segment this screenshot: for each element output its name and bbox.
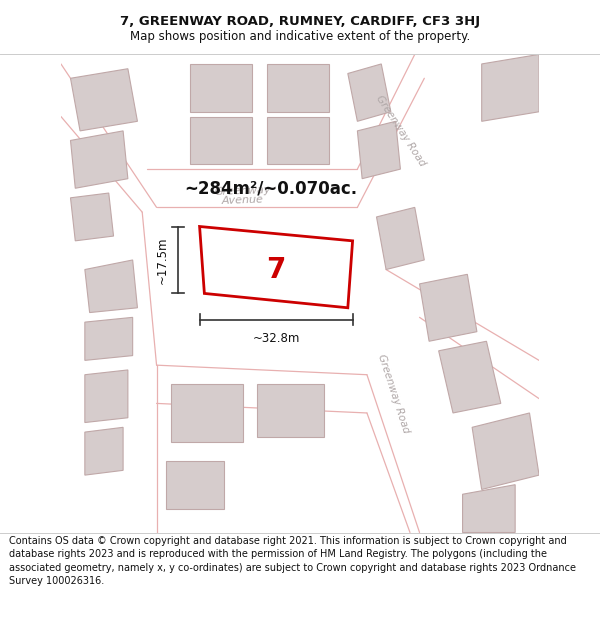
Polygon shape bbox=[257, 384, 324, 437]
Polygon shape bbox=[482, 54, 539, 121]
Text: Map shows position and indicative extent of the property.: Map shows position and indicative extent… bbox=[130, 30, 470, 43]
Polygon shape bbox=[200, 226, 353, 308]
Text: Avenue: Avenue bbox=[221, 194, 264, 206]
Polygon shape bbox=[472, 413, 539, 489]
Polygon shape bbox=[171, 384, 242, 442]
Polygon shape bbox=[266, 116, 329, 164]
Text: ~284m²/~0.070ac.: ~284m²/~0.070ac. bbox=[185, 179, 358, 198]
Text: 7: 7 bbox=[266, 256, 286, 284]
Polygon shape bbox=[70, 193, 113, 241]
Polygon shape bbox=[377, 208, 424, 269]
Polygon shape bbox=[439, 341, 501, 413]
Text: Greenway: Greenway bbox=[214, 184, 271, 197]
Text: ~32.8m: ~32.8m bbox=[253, 332, 300, 345]
Polygon shape bbox=[266, 64, 329, 112]
Polygon shape bbox=[70, 131, 128, 188]
Polygon shape bbox=[70, 69, 137, 131]
Polygon shape bbox=[190, 116, 252, 164]
Polygon shape bbox=[166, 461, 223, 509]
Text: Contains OS data © Crown copyright and database right 2021. This information is : Contains OS data © Crown copyright and d… bbox=[9, 536, 576, 586]
Text: Greenway Road: Greenway Road bbox=[376, 353, 411, 434]
Text: ~17.5m: ~17.5m bbox=[155, 236, 169, 284]
Polygon shape bbox=[85, 318, 133, 361]
Polygon shape bbox=[85, 428, 123, 475]
Polygon shape bbox=[85, 370, 128, 423]
Polygon shape bbox=[85, 260, 137, 312]
Polygon shape bbox=[348, 64, 391, 121]
Text: Greenway Road: Greenway Road bbox=[374, 94, 427, 168]
Polygon shape bbox=[463, 485, 515, 532]
Text: 7, GREENWAY ROAD, RUMNEY, CARDIFF, CF3 3HJ: 7, GREENWAY ROAD, RUMNEY, CARDIFF, CF3 3… bbox=[120, 15, 480, 28]
Polygon shape bbox=[419, 274, 477, 341]
Polygon shape bbox=[358, 121, 400, 179]
Polygon shape bbox=[190, 64, 252, 112]
